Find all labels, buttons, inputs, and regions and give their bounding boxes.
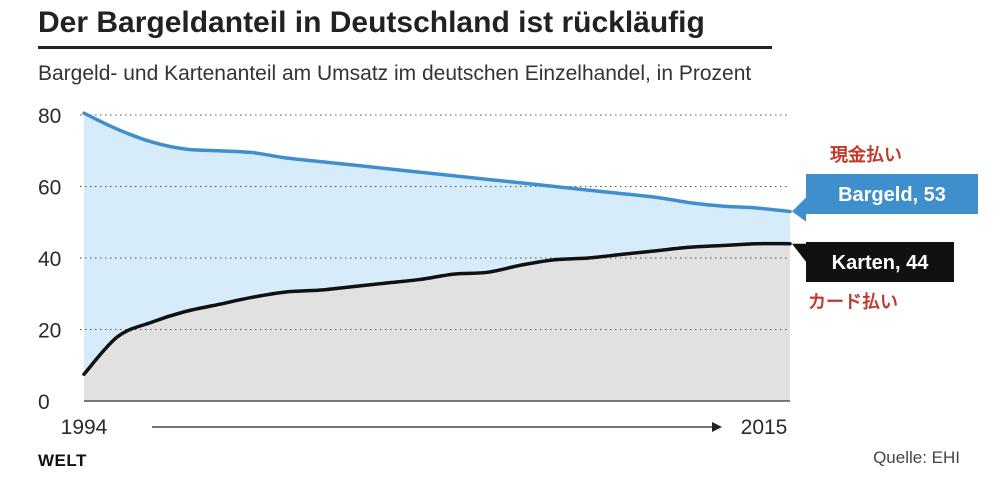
karten-line xyxy=(82,241,792,376)
bargeld-label-text: Bargeld, 53 xyxy=(838,184,946,206)
welt-logo: WELT xyxy=(38,451,87,470)
annotation-card: カード払い xyxy=(808,291,898,313)
x-tick-label-end: 2015 xyxy=(741,416,788,439)
source-note: Quelle: EHI xyxy=(873,448,960,467)
chart-subtitle: Bargeld- und Kartenanteil am Umsatz im d… xyxy=(38,62,752,85)
y-tick-label: 60 xyxy=(38,177,61,200)
y-tick-label: 40 xyxy=(38,248,61,271)
karten-label-pointer xyxy=(792,243,806,262)
bargeld-line xyxy=(82,111,792,214)
title-rule xyxy=(38,46,772,49)
time-arrow-head xyxy=(712,422,722,432)
x-tick-label-start: 1994 xyxy=(61,416,108,439)
y-tick-label: 80 xyxy=(38,105,61,128)
y-tick-label: 0 xyxy=(38,391,50,414)
annotation-cash: 現金払い xyxy=(830,144,902,166)
karten-area xyxy=(84,243,790,401)
karten-label-box xyxy=(806,242,954,282)
bargeld-label-pointer xyxy=(792,197,806,222)
karten-label-text: Karten, 44 xyxy=(832,252,930,274)
bargeld-label-box xyxy=(806,174,978,214)
y-tick-label: 20 xyxy=(38,320,61,343)
chart-title: Der Bargeldanteil in Deutschland ist rüc… xyxy=(38,6,705,39)
